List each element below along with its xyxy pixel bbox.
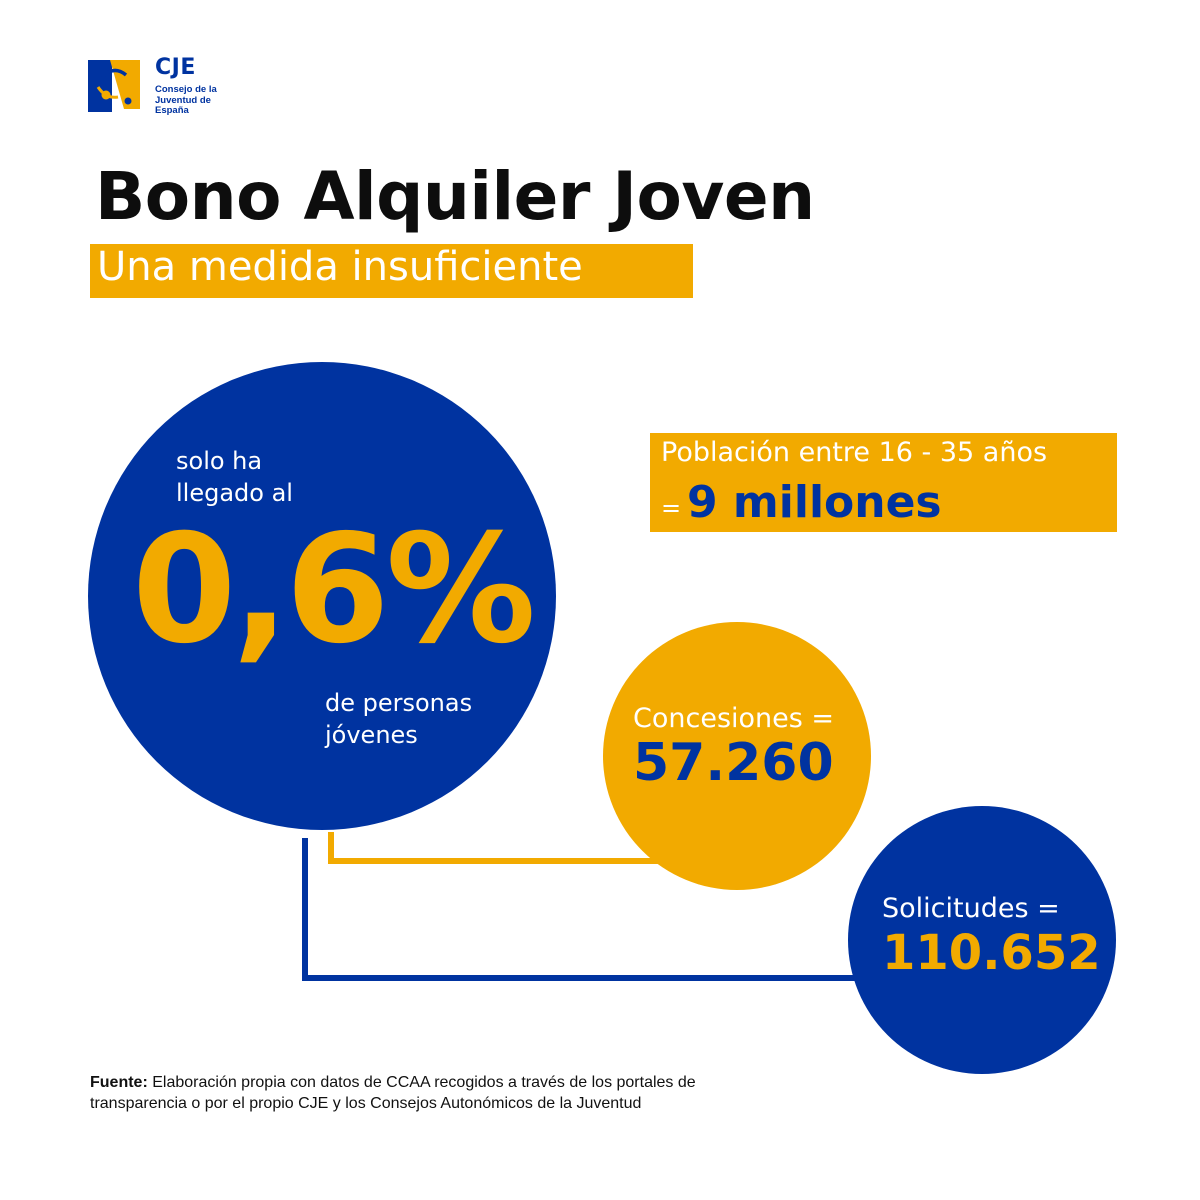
source-label: Fuente:: [90, 1074, 148, 1091]
cje-logo-icon: [88, 60, 140, 112]
page-title: Bono Alquiler Joven: [95, 158, 815, 235]
concessions-value: 57.260: [633, 733, 834, 793]
concessions-circle: [603, 622, 871, 890]
main-stat-value: 0,6%: [132, 503, 536, 677]
population-label: Población entre 16 - 35 años: [661, 437, 1048, 468]
connector-applications: [302, 838, 860, 981]
logo-subtitle: Consejo de la Juventud de España: [155, 84, 217, 116]
source-note: Fuente: Elaboración propia con datos de …: [90, 1072, 790, 1114]
logo-name: CJE: [155, 55, 196, 80]
applications-label: Solicitudes =: [882, 893, 1060, 924]
page-subtitle: Una medida insuficiente: [97, 244, 583, 290]
subtitle-highlight: [90, 244, 693, 298]
main-stat-outro: de personas jóvenes: [325, 689, 473, 749]
applications-circle: [848, 806, 1116, 1074]
cje-logo: CJE Consejo de la Juventud de España: [88, 55, 238, 119]
concessions-label: Concesiones =: [633, 703, 835, 734]
population-box: [650, 433, 1117, 532]
main-stat-circle: [88, 362, 556, 830]
source-text: Elaboración propia con datos de CCAA rec…: [90, 1074, 696, 1112]
main-stat-intro: solo ha llegado al: [176, 447, 293, 507]
population-equals: =: [661, 494, 682, 522]
population-value: 9 millones: [687, 477, 942, 528]
connector-concessions: [328, 832, 665, 864]
applications-value: 110.652: [882, 925, 1101, 981]
